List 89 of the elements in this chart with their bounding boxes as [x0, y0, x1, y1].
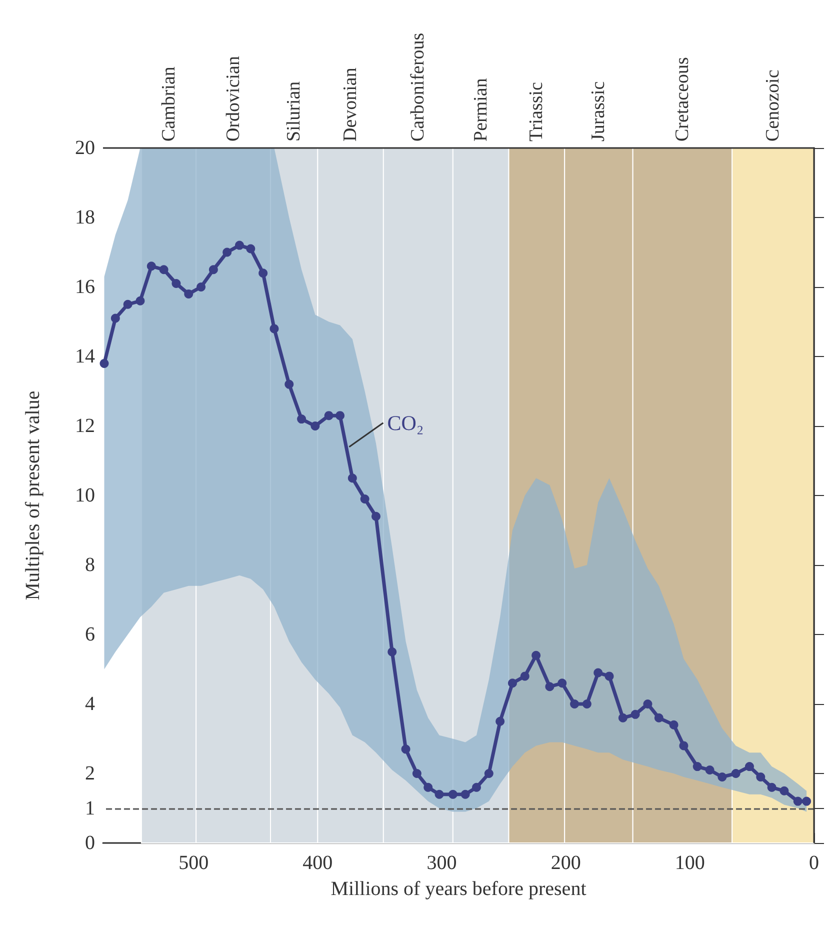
- point: [159, 265, 168, 274]
- band-label: Triassic: [526, 82, 548, 142]
- point: [336, 411, 344, 420]
- point: [348, 474, 357, 483]
- point: [310, 422, 320, 430]
- point: [594, 668, 603, 678]
- point: [679, 741, 688, 750]
- y-tick-label: 16: [75, 276, 95, 298]
- point: [545, 682, 554, 692]
- point: [718, 772, 727, 782]
- band-label: Cambrian: [158, 66, 180, 142]
- y-tick-label: 8: [85, 554, 95, 576]
- band-label: Carboniferous: [408, 32, 429, 142]
- x-axis-title: Millions of years before present: [330, 878, 587, 900]
- point: [434, 790, 444, 799]
- point: [184, 289, 194, 298]
- point: [136, 296, 145, 306]
- y-axis-title: Multiples of present value: [22, 390, 44, 600]
- point: [412, 769, 422, 778]
- point: [756, 772, 766, 782]
- point: [258, 268, 268, 278]
- point: [484, 769, 494, 778]
- band-label: Cenozoic: [762, 70, 784, 142]
- text: CO₂: [387, 410, 424, 435]
- point: [630, 710, 640, 719]
- band-label: Devonian: [340, 67, 362, 142]
- point: [448, 790, 458, 799]
- y-tick-label: 6: [85, 624, 95, 646]
- point: [246, 244, 256, 254]
- point: [235, 240, 244, 250]
- y-tick-label: 10: [75, 484, 95, 506]
- point: [558, 678, 567, 688]
- point: [123, 300, 132, 309]
- y-tick-label: 2: [85, 762, 95, 784]
- point: [297, 414, 306, 424]
- point: [388, 647, 397, 656]
- point: [669, 720, 678, 730]
- point: [654, 713, 664, 722]
- point: [424, 782, 433, 792]
- x-tick-label: 200: [550, 852, 581, 874]
- point: [360, 494, 370, 504]
- band-label: Silurian: [284, 80, 305, 142]
- band-label: Permian: [470, 78, 492, 142]
- point: [767, 782, 776, 792]
- point: [208, 265, 218, 274]
- point: [604, 672, 614, 681]
- point: [172, 279, 181, 288]
- point: [508, 678, 517, 688]
- point: [472, 782, 481, 792]
- point: [692, 762, 702, 772]
- point: [532, 650, 541, 660]
- y-tick-label: 4: [85, 693, 95, 715]
- y-tick-label: 12: [75, 415, 95, 437]
- point: [731, 769, 740, 778]
- point: [705, 766, 714, 775]
- point: [582, 700, 592, 708]
- point: [324, 411, 334, 420]
- x-tick-label: 500: [178, 852, 209, 874]
- point: [222, 248, 232, 257]
- point: [270, 324, 279, 334]
- x-tick-label: 300: [426, 852, 457, 874]
- point: [520, 672, 530, 681]
- x-tick-label: 400: [302, 852, 333, 874]
- point: [643, 700, 652, 708]
- x-tick-label: 100: [674, 852, 705, 874]
- band-label: Cretaceous: [672, 57, 693, 142]
- point: [371, 512, 380, 521]
- y-tick-label: 20: [75, 137, 95, 159]
- point: [780, 786, 789, 796]
- point: [284, 380, 294, 389]
- point: [146, 262, 156, 271]
- point: [618, 713, 628, 722]
- point: [802, 796, 812, 806]
- point: [110, 314, 120, 323]
- point: [196, 282, 206, 292]
- point: [460, 790, 470, 799]
- y-tick-label: 0: [85, 832, 95, 854]
- point: [570, 700, 580, 708]
- point: [793, 796, 802, 806]
- band-label: Jurassic: [588, 81, 610, 142]
- point: [496, 716, 505, 726]
- y-tick-label: 18: [75, 206, 95, 228]
- x-tick-label: 0: [809, 852, 819, 874]
- point: [744, 762, 754, 772]
- point: [100, 358, 109, 368]
- point: [401, 744, 410, 754]
- y-tick-label: 14: [75, 346, 95, 368]
- band-label: Ordovician: [222, 56, 244, 142]
- y-tick-label: 1: [85, 797, 95, 820]
